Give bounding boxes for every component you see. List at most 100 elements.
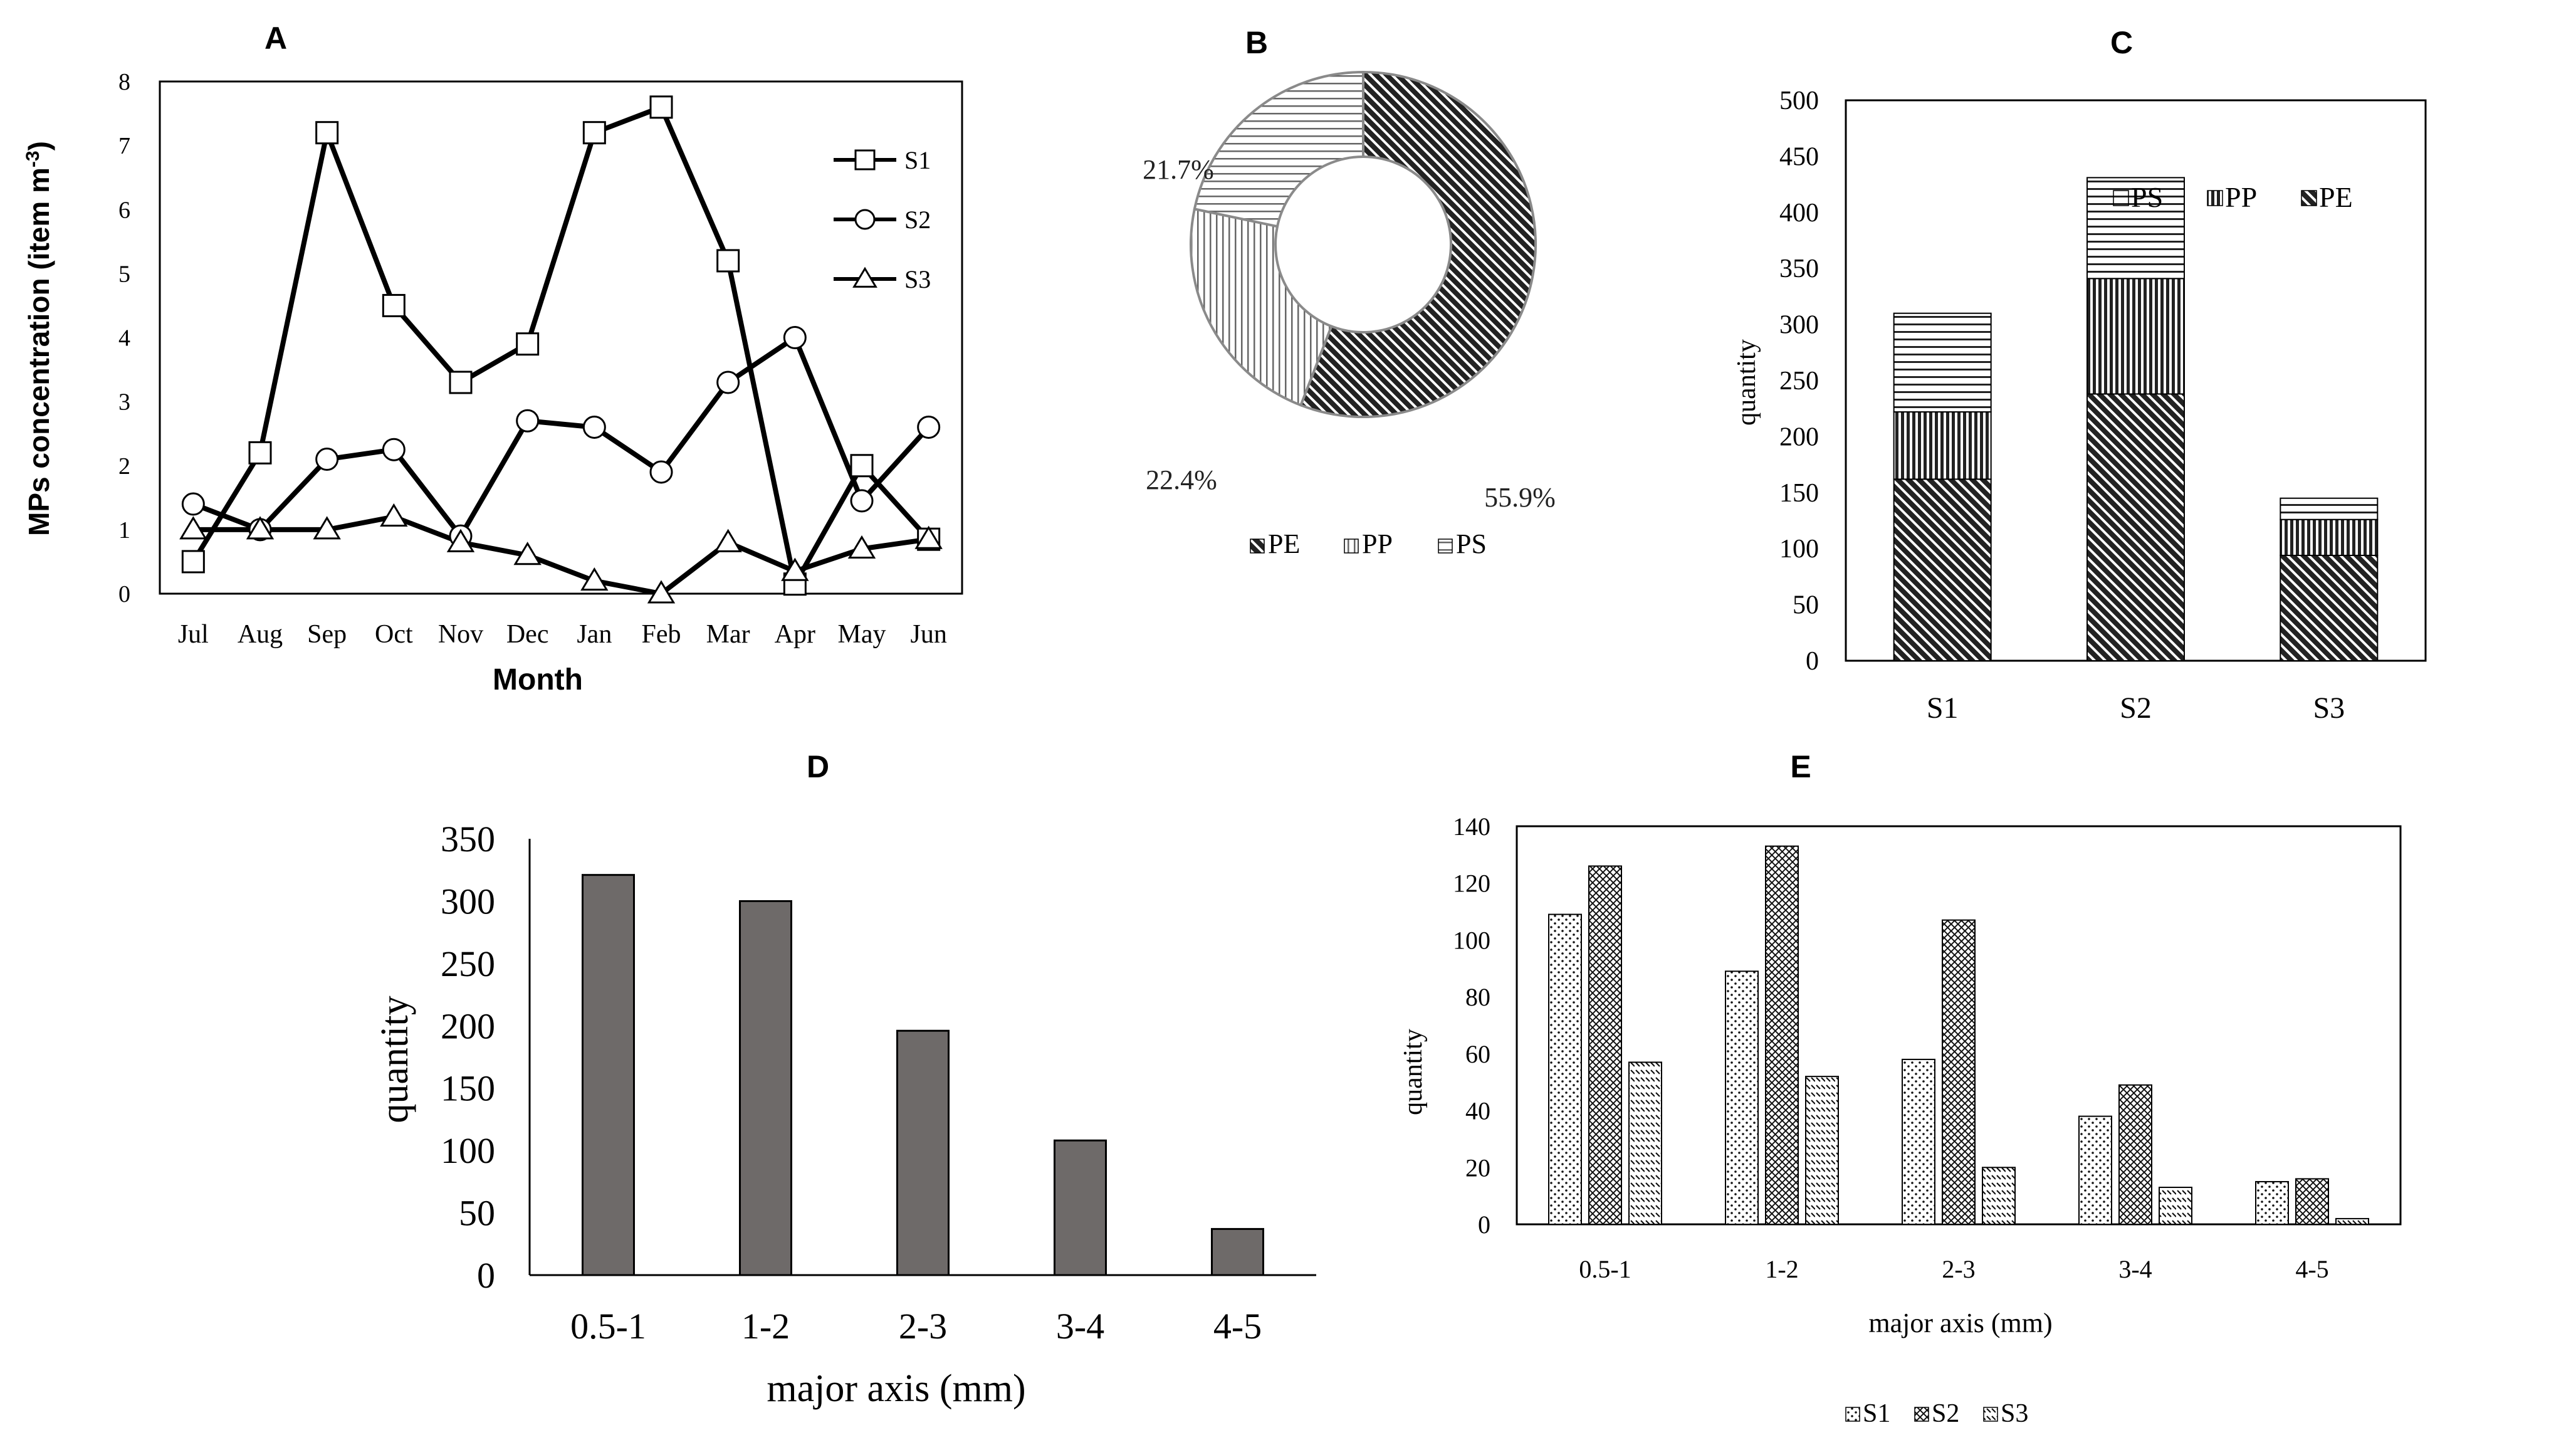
panel-b-percent-labels: 55.9% 22.4% 21.7% <box>1143 154 1556 513</box>
panel-d-axes: 0 50 100 150 200 250 300 350 0.5-1 1-2 2-3 3-4 4-5 <box>441 819 1316 1347</box>
panel-e-bar-s1 <box>2078 1115 2112 1225</box>
panel-a-point-s1 <box>181 550 205 574</box>
panel-e-bar-s1 <box>1548 913 1582 1226</box>
panel-e-label: E <box>1790 749 1811 784</box>
panel-c-y-tick-label: 150 <box>1779 479 1819 508</box>
panel-a-y-tick-label: 6 <box>118 197 130 223</box>
panel-a-point-s3 <box>647 580 676 604</box>
panel-d-x-tick-label: 2-3 <box>899 1306 947 1347</box>
panel-a-point-s1 <box>850 454 874 478</box>
panel-c-legend: PS PP PE <box>2113 181 2353 213</box>
panel-d-bars <box>582 874 1264 1276</box>
panel-b-legend: PE PP PS <box>1250 528 1487 559</box>
panel-c-bar-ps <box>2280 497 2379 520</box>
panel-d-y-tick-label: 350 <box>441 819 495 859</box>
panel-a-point-s2 <box>382 438 406 461</box>
panel-a-x-tick-label: Feb <box>642 620 681 649</box>
panel-e-bar-s2 <box>1765 845 1799 1225</box>
panel-a-y-tick-label: 4 <box>118 325 130 352</box>
panel-a-point-s2 <box>917 415 941 439</box>
panel-e-bar-s2 <box>2295 1178 2329 1226</box>
panel-b-legend-swatch <box>1250 538 1265 554</box>
panel-e-bar-s1 <box>1902 1058 1935 1226</box>
panel-e-x-tick-label: 3-4 <box>2118 1255 2152 1283</box>
panel-e-bar-s3 <box>1805 1076 1839 1225</box>
panel-a: A 0 1 2 3 4 5 6 7 8 Jul Aug Sep Oct Nov Dec Jan Feb Mar A… <box>23 21 963 696</box>
panel-c-y-tick-label: 200 <box>1779 423 1819 451</box>
panel-a-y-tick-label: 5 <box>118 261 130 287</box>
panel-e-legend-label: S3 <box>2001 1399 2028 1428</box>
panel-a-point-s2 <box>850 489 874 513</box>
panel-e-legend-label: S1 <box>1863 1399 1890 1428</box>
panel-e-y-tick-label: 120 <box>1453 869 1490 898</box>
panel-a-legend-label: S3 <box>904 265 931 293</box>
panel-c-y-tick-label: 350 <box>1779 255 1819 283</box>
panel-a-x-tick-label: Aug <box>238 620 283 649</box>
panel-d-x-tick-label: 4-5 <box>1213 1306 1262 1347</box>
panel-c-y-tick-label: 500 <box>1779 87 1819 115</box>
panel-c-y-axis-label: quantity <box>1732 339 1761 426</box>
panel-e-bar-s1 <box>1725 970 1759 1225</box>
panel-a-y-tick-label: 3 <box>118 389 130 416</box>
panel-d-label: D <box>807 749 829 784</box>
panel-a-point-s1 <box>649 95 673 119</box>
panel-e-bar-s3 <box>1628 1061 1662 1225</box>
panel-e-y-tick-label: 0 <box>1478 1211 1490 1239</box>
panel-e-legend-label: S2 <box>1932 1399 1959 1428</box>
panel-b-percent-label: 22.4% <box>1146 465 1217 495</box>
panel-a-legend: S1 S2 S3 <box>834 146 931 293</box>
panel-a-point-s3 <box>847 535 876 559</box>
panel-c-bar-pe <box>2086 393 2185 661</box>
panel-e-y-tick-label: 100 <box>1453 926 1490 954</box>
panel-d-y-axis-label: quantity <box>374 996 416 1123</box>
panel-c-bar-pp <box>2280 518 2379 556</box>
panel-a-point-s1 <box>382 293 406 317</box>
panel-a-x-tick-label: Oct <box>375 620 413 649</box>
panel-c-x-tick-label: S1 <box>1927 691 1959 725</box>
panel-a-label: A <box>264 21 287 56</box>
panel-c-bar-pe <box>1893 478 1992 661</box>
panel-e-legend-swatch <box>1914 1407 1929 1422</box>
panel-c-y-tick-label: 50 <box>1793 591 1819 620</box>
panel-a-y-axis-label-close: ) <box>23 141 55 150</box>
panel-a-series <box>179 95 943 604</box>
panel-c-bar-pp <box>1893 411 1992 480</box>
panel-c-legend-label: PP <box>2225 181 2257 213</box>
panel-e-bar-s1 <box>2255 1180 2289 1225</box>
panel-b-slice-pe <box>1299 70 1537 418</box>
panel-d-x-tick-label: 1-2 <box>741 1306 790 1347</box>
panel-e-y-tick-label: 140 <box>1453 812 1490 841</box>
panel-b-legend-label: PE <box>1268 528 1300 559</box>
panel-c-axes: 0 50 100 150 200 250 300 350 400 450 500 S1 S2 S3 <box>1779 87 2427 725</box>
panel-b: B 55.9% 22.4% 21.7% PE PP PS <box>1143 25 1556 559</box>
panel-a-point-s2 <box>783 326 807 349</box>
panel-e: E 0 20 40 60 80 100 120 140 0.5-1 1-2 2-3 3-4 4-5 S1… <box>1399 749 2402 1428</box>
panel-e-bar-s2 <box>1942 919 1976 1226</box>
panel-b-percent-label: 21.7% <box>1143 154 1214 185</box>
panel-a-point-s3 <box>446 528 475 552</box>
panel-a-y-tick-label: 1 <box>118 517 130 544</box>
panel-e-bar-s2 <box>1588 865 1622 1225</box>
panel-a-legend-marker <box>852 266 877 288</box>
panel-e-legend-swatch <box>1983 1407 1998 1422</box>
panel-a-series-line-s2 <box>192 335 931 539</box>
panel-d-y-tick-label: 50 <box>459 1193 495 1234</box>
panel-e-bar-s2 <box>2118 1084 2152 1225</box>
panel-a-legend-label: S1 <box>904 146 931 174</box>
panel-d-y-tick-label: 300 <box>441 881 495 922</box>
panel-c-bar-ps <box>1893 312 1992 413</box>
panel-a-point-s3 <box>714 528 742 552</box>
panel-a-point-s1 <box>248 441 272 465</box>
panel-e-y-tick-label: 20 <box>1465 1153 1490 1182</box>
panel-a-legend-label: S2 <box>904 206 931 234</box>
panel-a-y-tick-label: 0 <box>118 581 130 607</box>
panel-a-x-tick-label: Sep <box>307 620 347 649</box>
panel-c-y-tick-label: 400 <box>1779 199 1819 228</box>
panel-a-x-tick-label: Jan <box>577 620 612 649</box>
panel-d-y-tick-label: 150 <box>441 1068 495 1109</box>
panel-a-point-s3 <box>246 516 275 540</box>
panel-a-legend-marker <box>854 149 876 171</box>
panel-b-slice-pp <box>1190 208 1333 407</box>
panel-d-x-axis-label: major axis (mm) <box>767 1367 1025 1410</box>
